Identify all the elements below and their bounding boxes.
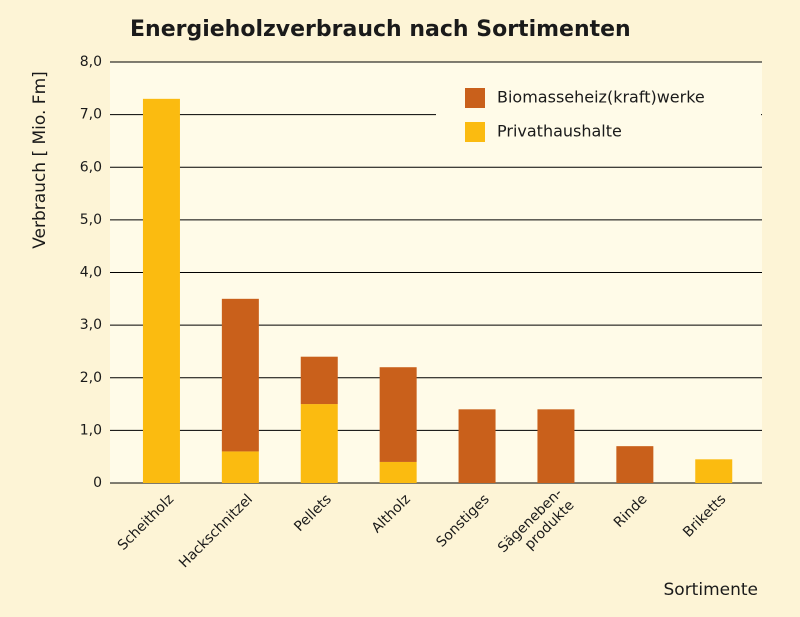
bar-segment	[300, 356, 338, 405]
x-tick-label: Hackschnitzel	[176, 491, 256, 571]
legend-background	[436, 78, 761, 152]
legend-swatch	[465, 122, 485, 142]
y-tick-label: 0	[93, 475, 102, 491]
y-tick-label: 5,0	[80, 212, 102, 228]
bar-segment	[616, 446, 654, 483]
x-tick-label: Pellets	[291, 491, 335, 535]
y-axis-title: Verbrauch [ Mio. Fm]	[30, 71, 50, 249]
bar-segment	[379, 367, 417, 462]
x-tick-label: Sägeneben-produkte	[495, 485, 578, 568]
y-tick-label: 8,0	[80, 54, 102, 70]
y-tick-label: 1,0	[80, 422, 102, 438]
y-tick-label: 3,0	[80, 317, 102, 333]
bar-segment	[695, 459, 733, 483]
y-tick-label: 2,0	[80, 370, 102, 386]
legend-label: Biomasseheiz(kraft)werke	[497, 88, 705, 107]
x-tick-label: Altholz	[369, 491, 414, 536]
y-tick-label: 4,0	[80, 265, 102, 281]
bar-segment	[142, 98, 180, 484]
y-tick-label: 7,0	[80, 107, 102, 123]
x-tick-label: Scheitholz	[115, 491, 177, 553]
y-tick-label: 6,0	[80, 159, 102, 175]
bar-segment	[221, 298, 259, 452]
chart-title: Energieholzverbrauch nach Sortimenten	[130, 17, 631, 42]
legend-label: Privathaushalte	[497, 122, 622, 141]
bar-segment	[300, 404, 338, 483]
x-tick-label: Briketts	[680, 491, 729, 540]
x-tick-label: Sonstiges	[433, 491, 492, 550]
bar-segment	[458, 409, 496, 483]
x-tick-label: Rinde	[611, 491, 651, 531]
bar-segment	[537, 409, 575, 483]
bar-segment	[379, 461, 417, 483]
legend-swatch	[465, 88, 485, 108]
bar-segment	[221, 451, 259, 483]
x-axis-title: Sortimente	[664, 580, 759, 600]
